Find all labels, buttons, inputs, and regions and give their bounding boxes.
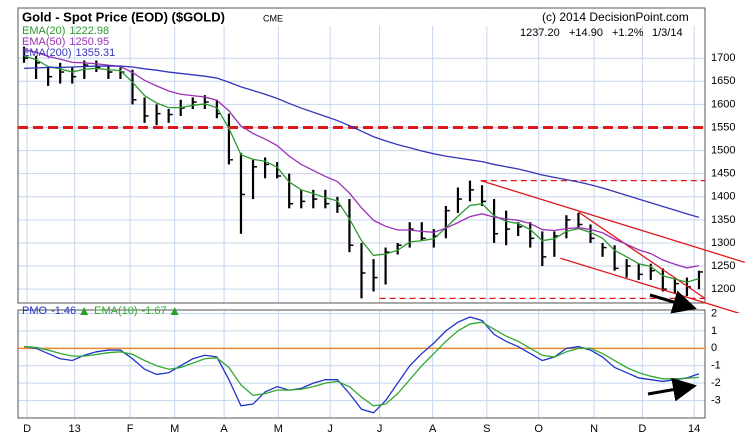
x-tick-label: A <box>429 423 437 435</box>
x-tick-label: D <box>23 423 31 435</box>
x-tick-label: A <box>220 423 228 435</box>
exchange: CME <box>263 13 283 23</box>
trend-line <box>560 257 741 313</box>
x-tick-label: F <box>127 423 134 435</box>
x-tick-label: J <box>327 423 333 435</box>
x-tick-label: N <box>590 423 598 435</box>
y-tick-label: 1300 <box>711 237 735 249</box>
legend-value: -1.67 <box>142 305 167 317</box>
pmo-frame <box>17 309 706 419</box>
copyright: (c) 2014 DecisionPoint.com <box>542 10 689 24</box>
y-tick-label: 1650 <box>711 75 735 87</box>
x-tick-label: M <box>170 423 179 435</box>
up-arrow-icon <box>170 307 179 315</box>
indicator-line <box>24 65 700 219</box>
legend-label: EMA(50) <box>22 36 65 48</box>
y-tick-label: -3 <box>711 394 721 406</box>
y-tick-label: 1500 <box>711 144 735 156</box>
title-bar <box>19 9 704 26</box>
up-arrow-icon <box>80 307 89 315</box>
legend-value: 1222.98 <box>69 25 109 37</box>
y-tick-label: 0 <box>711 342 717 354</box>
x-tick-label: O <box>534 423 543 435</box>
y-tick-label: 1250 <box>711 260 735 272</box>
x-tick-label: 13 <box>69 423 81 435</box>
quote-last: 1237.20 <box>520 27 560 39</box>
legend-label: EMA(10) <box>94 305 137 317</box>
x-tick-label: 14 <box>688 423 700 435</box>
legend-value: 1355.31 <box>76 47 116 59</box>
quote-date: 1/3/14 <box>652 27 683 39</box>
arrow <box>649 290 697 314</box>
indicator-line <box>23 55 700 283</box>
indicator-line <box>23 321 700 407</box>
quote-percent: +1.2% <box>612 27 644 39</box>
x-tick-label: S <box>483 423 490 435</box>
indicator-line <box>23 49 700 269</box>
y-tick-label: 1550 <box>711 121 735 133</box>
y-tick-label: -2 <box>711 377 721 389</box>
legend-value: 1250.95 <box>69 36 109 48</box>
x-tick-label: J <box>377 423 383 435</box>
trend-line <box>578 211 706 299</box>
legend-value: -1.46 <box>51 305 76 317</box>
x-tick-label: M <box>274 423 283 435</box>
arrow <box>647 377 697 402</box>
y-tick-label: 1450 <box>711 168 735 180</box>
y-tick-label: 1400 <box>711 191 735 203</box>
price-frame <box>17 7 706 304</box>
y-tick-label: 1700 <box>711 52 735 64</box>
legend-label: EMA(200) <box>22 47 72 59</box>
y-tick-label: 1 <box>711 325 717 337</box>
legend-label: EMA(20) <box>22 25 65 37</box>
legend-label: PMO <box>22 305 48 317</box>
trend-line <box>480 179 745 263</box>
y-tick-label: 1200 <box>711 283 735 295</box>
chart-title: Gold - Spot Price (EOD) ($GOLD) <box>22 9 225 24</box>
y-tick-label: -1 <box>711 360 721 372</box>
x-tick-label: D <box>638 423 646 435</box>
y-tick-label: 1600 <box>711 98 735 110</box>
y-tick-label: 2 <box>711 307 717 319</box>
y-tick-label: 1350 <box>711 214 735 226</box>
quote-change: +14.90 <box>569 27 603 39</box>
